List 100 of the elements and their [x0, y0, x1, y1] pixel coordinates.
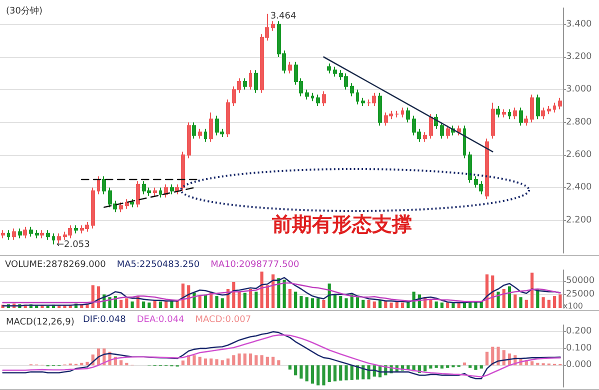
- candlestick: [508, 108, 511, 120]
- bar: [446, 302, 450, 308]
- candlestick: [547, 106, 551, 115]
- candlestick: [209, 112, 213, 142]
- candlestick: [553, 102, 556, 114]
- bar: [496, 346, 500, 366]
- bar: [339, 296, 342, 308]
- candlestick: [530, 94, 534, 123]
- candlestick: [558, 97, 562, 110]
- candlestick: [29, 226, 33, 238]
- bar: [277, 360, 280, 366]
- candlestick: [496, 106, 500, 118]
- bar: [547, 300, 550, 308]
- bar: [316, 365, 320, 386]
- candlestick: [119, 202, 123, 213]
- bar: [400, 302, 404, 308]
- y-tick-label: 50000: [566, 276, 595, 286]
- bar: [434, 365, 438, 368]
- bar: [300, 365, 303, 379]
- bar: [266, 356, 269, 366]
- bar: [474, 365, 478, 370]
- annotation: 3.464: [270, 11, 296, 22]
- bar: [243, 353, 246, 366]
- candlestick: [159, 187, 162, 198]
- candlestick: [440, 122, 444, 140]
- bar: [238, 292, 241, 308]
- candlestick: [243, 78, 247, 90]
- bar: [322, 365, 326, 386]
- candlestick: [401, 107, 404, 118]
- bar: [310, 365, 314, 384]
- chart-title: (30分钟): [6, 6, 42, 16]
- bar: [248, 353, 252, 366]
- bar: [243, 292, 246, 308]
- candlestick: [446, 125, 450, 140]
- bar: [350, 365, 354, 380]
- candlestick: [249, 70, 252, 90]
- bar: [468, 302, 472, 308]
- candlestick: [91, 187, 95, 229]
- candlestick: [35, 230, 39, 239]
- bar: [485, 352, 489, 366]
- bar: [210, 358, 213, 366]
- candlestick: [311, 92, 314, 102]
- bar: [434, 301, 438, 308]
- bar: [226, 358, 230, 366]
- bar: [181, 360, 185, 366]
- candlestick: [102, 176, 106, 195]
- bar: [130, 301, 134, 308]
- bar: [192, 292, 196, 308]
- bar: [316, 298, 320, 308]
- bar: [238, 353, 241, 366]
- bar: [424, 365, 427, 372]
- candlestick: [271, 20, 275, 32]
- bar: [232, 355, 236, 366]
- y-axis-title: x100: [563, 302, 584, 310]
- candlestick: [136, 180, 140, 208]
- candlestick: [254, 70, 258, 94]
- bar: [198, 356, 202, 366]
- y-tick-label: 3.000: [566, 84, 592, 95]
- bar: [170, 301, 174, 308]
- bar: [260, 272, 264, 308]
- annotation: 前期有形态支撑: [271, 212, 412, 236]
- bar: [86, 362, 89, 366]
- text: DIF:0.048: [83, 315, 126, 325]
- bar: [294, 292, 298, 308]
- bar: [266, 285, 269, 308]
- bar: [457, 302, 460, 308]
- candlestick: [316, 94, 320, 106]
- bar: [328, 365, 331, 382]
- candlestick: [395, 110, 399, 118]
- candlestick: [204, 128, 207, 142]
- bar: [553, 296, 556, 308]
- bar: [260, 355, 264, 366]
- candlestick: [52, 232, 55, 245]
- bar: [305, 297, 308, 308]
- candlestick: [40, 230, 44, 239]
- bar: [530, 361, 534, 366]
- candlestick: [327, 63, 331, 74]
- bar: [333, 294, 337, 308]
- bar: [344, 298, 348, 308]
- candlestick: [519, 107, 523, 126]
- bar: [288, 365, 292, 370]
- series-label: VOLUME:2878269.000: [5, 260, 106, 270]
- y-tick-label: 2.800: [566, 117, 592, 128]
- bar: [204, 358, 208, 366]
- bar: [119, 360, 123, 366]
- bar: [344, 365, 348, 380]
- bar: [119, 300, 123, 308]
- candlestick: [513, 107, 517, 120]
- bar: [480, 365, 483, 369]
- candlestick: [524, 115, 528, 126]
- y-tick-label: 25000: [566, 289, 595, 300]
- annotation: ←2.053: [56, 240, 90, 250]
- bar: [164, 300, 168, 308]
- y-tick-label: 2.400: [566, 182, 592, 193]
- bar: [310, 298, 314, 308]
- bar: [300, 296, 303, 308]
- bar: [333, 365, 337, 382]
- bar: [294, 365, 298, 376]
- bar: [502, 289, 506, 308]
- candlestick: [198, 128, 202, 140]
